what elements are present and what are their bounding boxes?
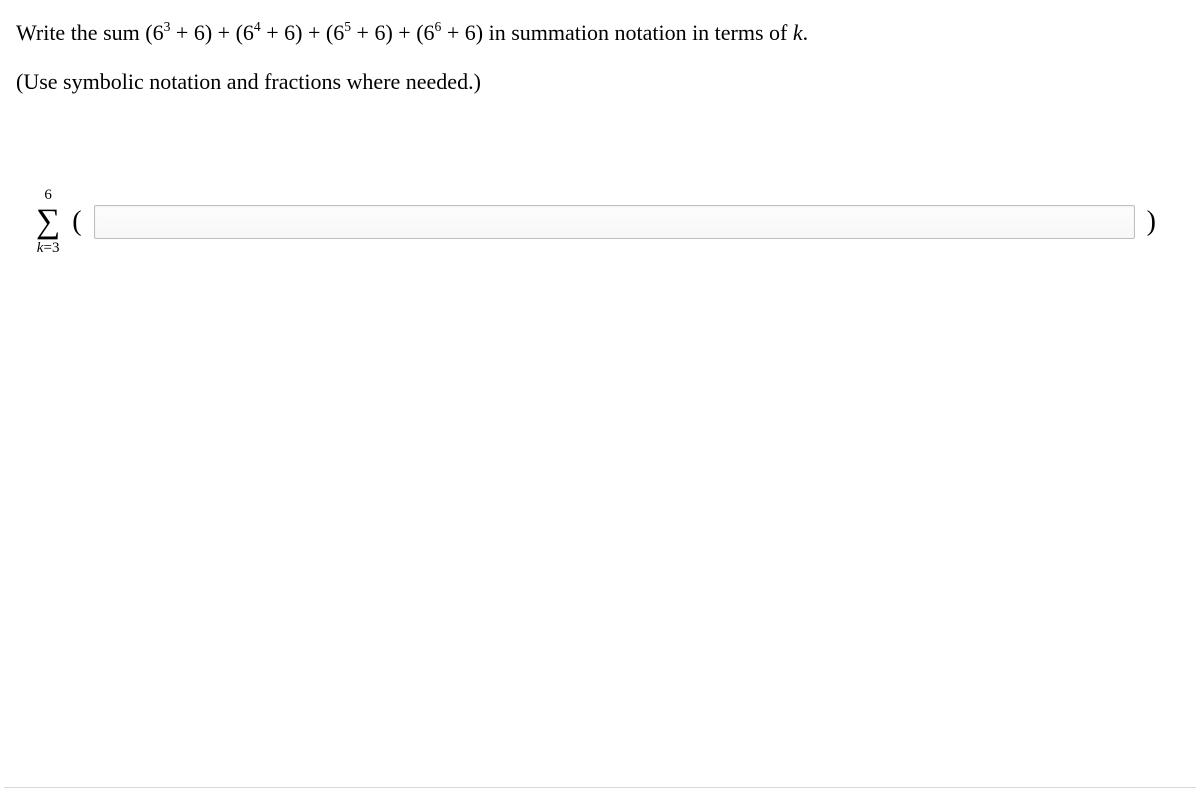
close-paren: ) <box>1143 208 1160 236</box>
question-prefix: Write the sum <box>16 20 145 45</box>
sigma-upper-limit: 6 <box>44 188 52 203</box>
sigma-notation: 6 ∑ k=3 <box>36 188 60 256</box>
open-paren: ( <box>68 208 85 236</box>
plus-2: + <box>308 20 326 45</box>
term-3: (65 + 6) <box>326 20 393 45</box>
term-1: (63 + 6) <box>145 20 212 45</box>
variable-k: k <box>793 20 803 45</box>
sigma-symbol: ∑ <box>36 205 60 239</box>
sum-expression: (63 + 6) + (64 + 6) + (65 + 6) + (66 + 6… <box>145 20 488 45</box>
question-suffix-1: in summation notation in terms of <box>489 20 793 45</box>
question-note: (Use symbolic notation and fractions whe… <box>16 67 1184 98</box>
question-text: Write the sum (63 + 6) + (64 + 6) + (65 … <box>16 18 1184 49</box>
question-page: Write the sum (63 + 6) + (64 + 6) + (65 … <box>0 0 1200 794</box>
term-4: (66 + 6) <box>416 20 483 45</box>
term-2: (64 + 6) <box>236 20 303 45</box>
summand-input[interactable] <box>94 205 1135 239</box>
sigma-lower-limit: k=3 <box>37 241 60 256</box>
plus-1: + <box>218 20 236 45</box>
bottom-divider <box>4 787 1196 788</box>
answer-row: 6 ∑ k=3 ( ) <box>16 188 1184 256</box>
question-suffix-2: . <box>803 20 809 45</box>
plus-3: + <box>398 20 416 45</box>
